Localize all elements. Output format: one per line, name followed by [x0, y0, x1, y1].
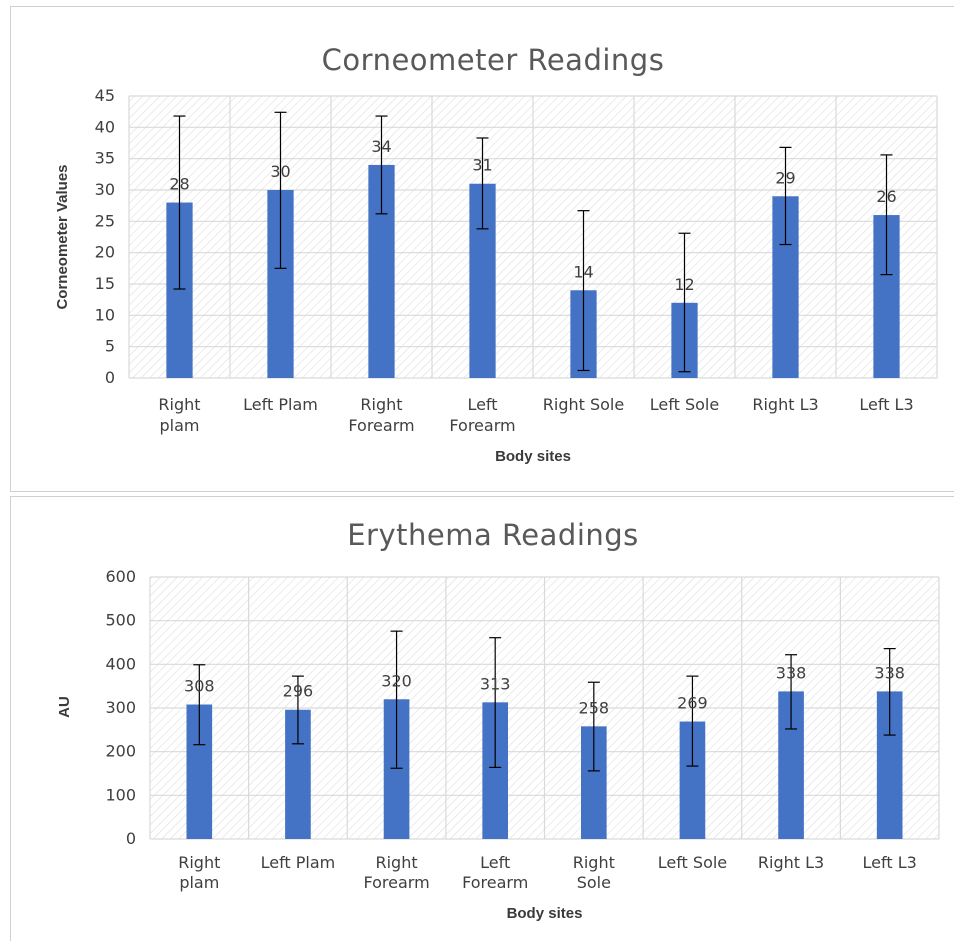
- x-tick-label: Right plam: [178, 853, 220, 892]
- x-tick-label: Right L3: [758, 853, 824, 872]
- data-label: 258: [579, 698, 610, 717]
- data-label: 313: [480, 674, 511, 693]
- data-label: 28: [169, 175, 189, 194]
- y-axis-title: AU: [56, 696, 73, 718]
- x-tick-label-line: Left Sole: [650, 395, 719, 414]
- data-label: 34: [371, 137, 391, 156]
- x-tick-label-line: Right Sole: [543, 395, 624, 414]
- y-tick-label: 20: [95, 243, 115, 262]
- y-tick-label: 200: [105, 742, 136, 761]
- x-tick-label-line: Right: [360, 395, 402, 414]
- x-tick-label-line: Right: [573, 853, 615, 872]
- x-tick-label-line: Right: [158, 395, 200, 414]
- y-tick-label: 300: [105, 698, 136, 717]
- x-tick-label-line: Left L3: [859, 395, 913, 414]
- x-tick-label-line: plam: [179, 873, 219, 892]
- x-tick-label: Right Forearm: [348, 395, 414, 435]
- y-tick-label: 45: [95, 86, 115, 105]
- x-tick-label-line: Left: [467, 395, 497, 414]
- x-tick-label-line: Left Plam: [261, 853, 336, 872]
- x-tick-label-line: Left Sole: [658, 853, 727, 872]
- x-tick-label: Right plam: [158, 395, 200, 435]
- data-label: 338: [874, 663, 905, 682]
- corneometer-chart: 28 30 34 31 14 12 29 26 0 5 10 15 20 25 30 35 40 45 Right p…: [54, 43, 938, 465]
- x-tick-label-line: Forearm: [363, 873, 429, 892]
- data-label: 26: [876, 187, 896, 206]
- x-tick-label: Left Plam: [261, 853, 336, 872]
- data-label: 31: [472, 156, 492, 175]
- x-tick-label-line: Right: [375, 853, 417, 872]
- data-label: 269: [677, 694, 708, 713]
- x-tick-label-line: Left L3: [863, 853, 917, 872]
- x-tick-label-line: Forearm: [462, 873, 528, 892]
- x-tick-label: Left Forearm: [449, 395, 515, 435]
- x-tick-label: Right Sole: [573, 853, 615, 892]
- data-label: 320: [381, 671, 412, 690]
- x-tick-label: Right L3: [752, 395, 818, 414]
- x-tick-label: Left Sole: [650, 395, 719, 414]
- y-tick-label: 10: [95, 305, 115, 324]
- erythema-chart-panel: 308 296 320 313 258 269 338 338 0 100 200 300 400 500…: [10, 496, 954, 941]
- x-tick-label-line: Right: [178, 853, 220, 872]
- y-tick-label: 5: [105, 337, 115, 356]
- data-label: 29: [775, 168, 795, 187]
- y-tick-label: 400: [105, 654, 136, 673]
- data-label: 308: [184, 677, 215, 696]
- y-tick-label: 30: [95, 180, 115, 199]
- x-tick-label: Left Forearm: [462, 853, 528, 892]
- x-tick-label: Left L3: [863, 853, 917, 872]
- data-label: 30: [270, 162, 290, 181]
- y-tick-label: 15: [95, 274, 115, 293]
- x-tick-label: Right Sole: [543, 395, 624, 414]
- y-tick-label: 25: [95, 211, 115, 230]
- x-tick-label: Left Sole: [658, 853, 727, 872]
- data-label: 14: [573, 262, 593, 281]
- chart-title: Erythema Readings: [347, 518, 639, 552]
- y-tick-label: 0: [105, 368, 115, 387]
- x-tick-label: Left Plam: [243, 395, 318, 414]
- x-tick-label-line: Left Plam: [243, 395, 318, 414]
- x-tick-label-line: Right L3: [758, 853, 824, 872]
- x-axis-title: Body sites: [507, 905, 583, 922]
- chart-title: Corneometer Readings: [322, 43, 665, 77]
- x-axis-title: Body sites: [495, 448, 571, 465]
- y-axis-title: Corneometer Values: [54, 164, 71, 309]
- x-tick-label-line: Left: [480, 853, 510, 872]
- x-tick-label-line: plam: [160, 416, 200, 435]
- x-tick-label-line: Right L3: [752, 395, 818, 414]
- y-tick-label: 100: [105, 785, 136, 804]
- x-tick-label-line: Forearm: [348, 416, 414, 435]
- data-label: 12: [674, 275, 694, 294]
- x-tick-label: Left L3: [859, 395, 913, 414]
- y-tick-label: 35: [95, 149, 115, 168]
- data-label: 338: [776, 663, 807, 682]
- y-tick-label: 600: [105, 567, 136, 586]
- x-tick-label: Right Forearm: [363, 853, 429, 892]
- data-label: 296: [283, 682, 314, 701]
- erythema-chart: 308 296 320 313 258 269 338 338 0 100 200 300 400 500…: [56, 518, 940, 922]
- y-tick-label: 40: [95, 117, 115, 136]
- y-tick-label: 0: [126, 829, 136, 848]
- corneometer-chart-panel: 28 30 34 31 14 12 29 26 0 5 10 15 20 25 30 35 40 45 Right p…: [10, 6, 954, 492]
- x-tick-label-line: Sole: [577, 873, 611, 892]
- y-tick-label: 500: [105, 611, 136, 630]
- x-tick-label-line: Forearm: [449, 416, 515, 435]
